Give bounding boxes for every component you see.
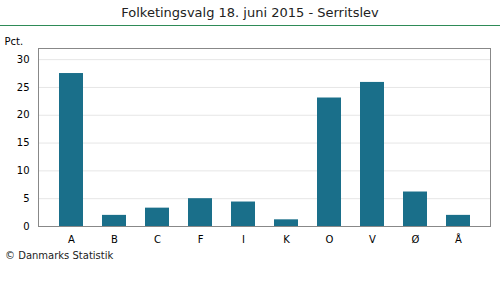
svg-text:10: 10 — [17, 165, 30, 176]
svg-text:20: 20 — [17, 109, 30, 120]
svg-text:Ø: Ø — [412, 234, 420, 245]
svg-text:15: 15 — [17, 137, 30, 148]
svg-text:0: 0 — [23, 221, 29, 232]
svg-text:K: K — [283, 234, 290, 245]
svg-text:V: V — [369, 234, 376, 245]
svg-text:30: 30 — [17, 54, 30, 65]
html-text:© Danmarks Statistik: © Danmarks Statistik — [5, 250, 114, 261]
svg-text:O: O — [326, 234, 334, 245]
svg-text:F: F — [198, 234, 204, 245]
svg-text:5: 5 — [23, 193, 29, 204]
svg-text:B: B — [111, 234, 118, 245]
svg-text:I: I — [242, 234, 245, 245]
svg-text:C: C — [154, 234, 161, 245]
html-text:Folketingsvalg 18. juni 2015 -: Folketingsvalg 18. juni 2015 - Serritsle… — [121, 5, 379, 20]
svg-text:25: 25 — [17, 82, 30, 93]
svg-text:Å: Å — [455, 233, 462, 245]
svg-text:Pct.: Pct. — [5, 36, 24, 47]
svg-text:A: A — [68, 234, 75, 245]
